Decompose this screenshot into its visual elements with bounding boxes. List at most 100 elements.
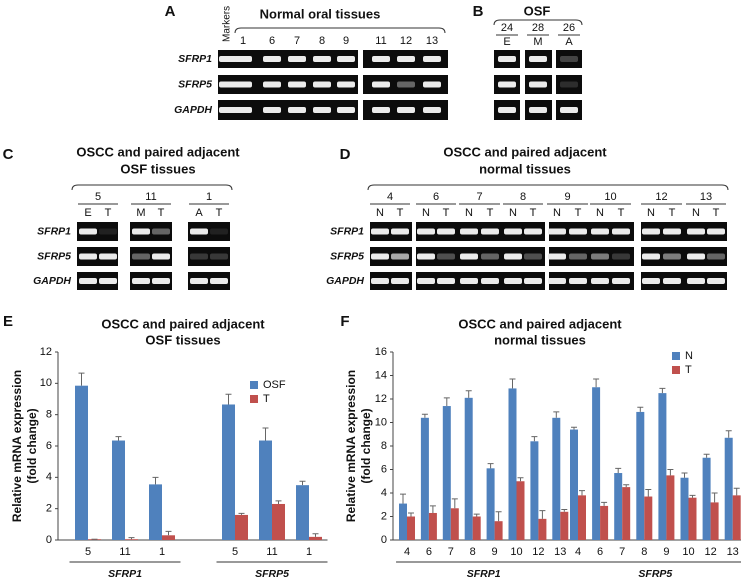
lane-label: E: [503, 36, 510, 48]
lane-label: T: [487, 207, 494, 219]
error-bar: [473, 513, 480, 517]
x-tick-label: 11: [119, 546, 130, 558]
bar: [614, 473, 623, 540]
row-label: SFRP1: [178, 53, 212, 65]
gel-band: [371, 253, 389, 260]
gel-band: [132, 278, 150, 284]
y-axis-label: (fold change): [25, 408, 39, 483]
error-bar: [225, 393, 232, 405]
gel-image: [130, 272, 172, 290]
gel-image: [188, 247, 230, 266]
y-tick-label: 10: [375, 416, 387, 428]
gel-title: OSCC and paired adjacent: [76, 144, 240, 159]
gel-band: [642, 228, 660, 235]
lane-label: T: [575, 207, 582, 219]
row-label: GAPDH: [326, 275, 364, 287]
gel-band: [612, 278, 630, 284]
gel-band: [417, 253, 435, 260]
bar: [486, 468, 495, 540]
case-label: 1: [206, 191, 212, 203]
group-label: SFRP1: [467, 568, 501, 579]
lane-label: T: [669, 207, 676, 219]
bracket: [367, 184, 729, 191]
group-label: SFRP5: [638, 568, 672, 579]
panel-label: C: [3, 146, 14, 163]
bracket: [234, 27, 446, 34]
gel-band: [642, 253, 660, 260]
bar: [508, 388, 517, 540]
x-tick-label: 4: [404, 546, 410, 558]
gel-band: [263, 56, 281, 62]
error-bar: [623, 484, 630, 488]
y-tick-label: 12: [40, 346, 52, 358]
gel-band: [288, 107, 306, 113]
lane-label: T: [618, 207, 625, 219]
error-bar: [733, 487, 740, 496]
row-label: SFRP1: [37, 225, 71, 237]
lane-label: 9: [343, 35, 349, 47]
bar: [710, 502, 719, 540]
gel-band: [498, 107, 516, 113]
gel-band: [560, 107, 578, 113]
gel-band: [132, 228, 150, 235]
gel-band: [504, 278, 522, 284]
gel-image: [188, 222, 230, 241]
gel-band: [313, 81, 331, 88]
lane-label: N: [596, 207, 604, 219]
x-tick-label: 9: [492, 546, 498, 558]
bar: [622, 487, 631, 540]
lane-label: 24: [501, 22, 513, 34]
error-bar: [531, 436, 538, 442]
lane-label: 11: [375, 35, 386, 47]
error-bar: [443, 397, 450, 407]
gel-band: [548, 278, 566, 284]
gel-band: [481, 253, 499, 260]
x-tick-label: 10: [510, 546, 522, 558]
y-tick-label: 10: [40, 377, 52, 389]
gel-band: [417, 278, 435, 284]
lane-label: A: [195, 207, 203, 219]
gel-band: [687, 228, 705, 235]
gel-band: [663, 228, 681, 235]
gel-band: [642, 278, 660, 284]
gel-band: [663, 253, 681, 260]
bar: [658, 393, 667, 540]
case-label: 8: [520, 191, 526, 203]
error-bar: [495, 511, 502, 522]
gel-band: [219, 107, 237, 113]
gel-band: [460, 228, 478, 235]
x-tick-label: 10: [682, 546, 694, 558]
lane-label: N: [422, 207, 430, 219]
bar: [494, 521, 503, 540]
bar: [644, 496, 653, 540]
bar: [450, 508, 459, 540]
bar: [442, 406, 451, 540]
gel-band: [481, 228, 499, 235]
gel-title: OSCC and paired adjacent: [443, 144, 607, 159]
legend-swatch: [672, 352, 680, 360]
gel-band: [210, 253, 228, 260]
error-bar: [509, 378, 516, 389]
lane-label: A: [565, 36, 573, 48]
lane-label: N: [553, 207, 561, 219]
case-label: 7: [476, 191, 482, 203]
case-label: 6: [433, 191, 439, 203]
gel-band: [337, 56, 355, 62]
lane-label: T: [443, 207, 450, 219]
gel-band: [219, 56, 237, 62]
bracket: [493, 19, 583, 26]
x-tick-label: 12: [704, 546, 716, 558]
gel-band: [288, 56, 306, 62]
bar: [296, 485, 309, 540]
gel-band: [663, 278, 681, 284]
bar: [666, 475, 675, 540]
gel-band: [569, 278, 587, 284]
gel-band: [288, 81, 306, 88]
chart-title: OSCC and paired adjacent: [458, 316, 622, 331]
case-label: 13: [700, 191, 712, 203]
gel-band: [687, 278, 705, 284]
error-bar: [703, 453, 710, 458]
error-bar: [312, 533, 319, 537]
bar: [407, 516, 415, 540]
